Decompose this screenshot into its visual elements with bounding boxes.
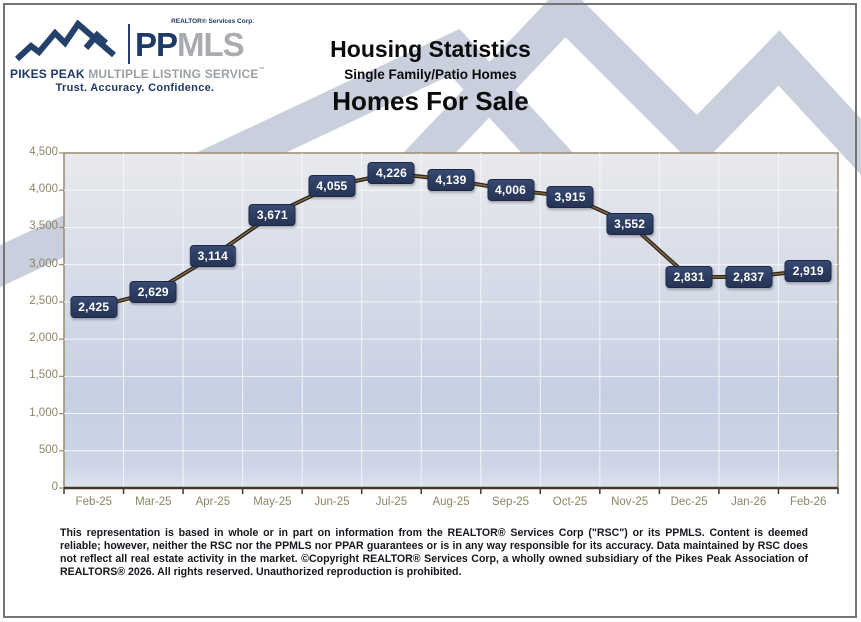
page-title: Housing Statistics [330,36,531,62]
data-point-label: 3,114 [189,245,237,268]
x-tick-label: Mar-25 [135,496,172,508]
x-tick-label: Nov-25 [611,496,649,508]
data-point-label: 2,919 [784,259,832,282]
mountain-range-icon [14,20,116,62]
data-point-label: 4,055 [308,175,356,198]
y-tick-label: 3,500 [29,220,58,233]
x-tick-label: Jun-25 [314,496,350,508]
data-point-label: 3,915 [546,185,594,208]
logo-divider [128,24,130,64]
page-subtitle: Single Family/Patio Homes [344,67,517,82]
x-tick-label: Oct-25 [552,496,588,508]
data-point-label: 4,006 [487,178,535,201]
y-tick-label: 500 [38,443,58,456]
chart-title: Homes For Sale [332,86,529,116]
y-tick-label: 0 [51,481,58,493]
data-point-label: 2,425 [70,296,118,319]
x-tick-label: Apr-25 [195,496,231,508]
y-tick-label: 1,000 [29,406,58,419]
y-tick-label: 1,500 [29,369,58,382]
x-tick-label: Sep-25 [491,496,530,508]
x-tick-label: Aug-25 [432,496,470,508]
x-tick-label: Dec-25 [670,496,708,508]
data-point-label: 3,671 [248,203,296,226]
disclaimer-text: This representation is based in whole or… [60,527,808,579]
realtor-services-caption: REALTOR® Services Corp. [171,18,254,25]
ppmls-logo: REALTOR® Services Corp. PPMLS PIKES PEAK… [10,8,265,96]
y-tick-label: 3,000 [29,257,58,270]
data-point-label: 4,226 [367,162,415,185]
x-tick-label: May-25 [253,496,292,508]
y-tick-label: 2,500 [29,294,58,307]
data-point-label: 2,837 [725,265,773,288]
x-tick-label: Jan-26 [731,496,767,508]
logo-tagline: Trust. Accuracy. Confidence. [55,82,215,94]
x-tick-label: Jul-25 [375,496,408,508]
y-tick-label: 4,000 [29,183,58,196]
data-point-label: 3,552 [606,212,654,235]
y-tick-label: 4,500 [29,146,58,158]
data-point-label: 4,139 [427,168,475,191]
x-tick-label: Feb-25 [75,496,112,508]
ppmls-mls: MLS [177,26,245,63]
x-tick-label: Feb-26 [790,496,827,508]
data-point-label: 2,831 [665,266,713,289]
data-point-label: 2,629 [129,281,177,304]
ppmls-pp: PP [135,26,178,63]
plot-area [63,152,839,489]
y-tick-label: 2,000 [29,332,58,345]
logo-name-line: PIKES PEAK MULTIPLE LISTING SERVICE™ [10,67,265,81]
ppmls-wordmark: PPMLS [135,26,245,63]
